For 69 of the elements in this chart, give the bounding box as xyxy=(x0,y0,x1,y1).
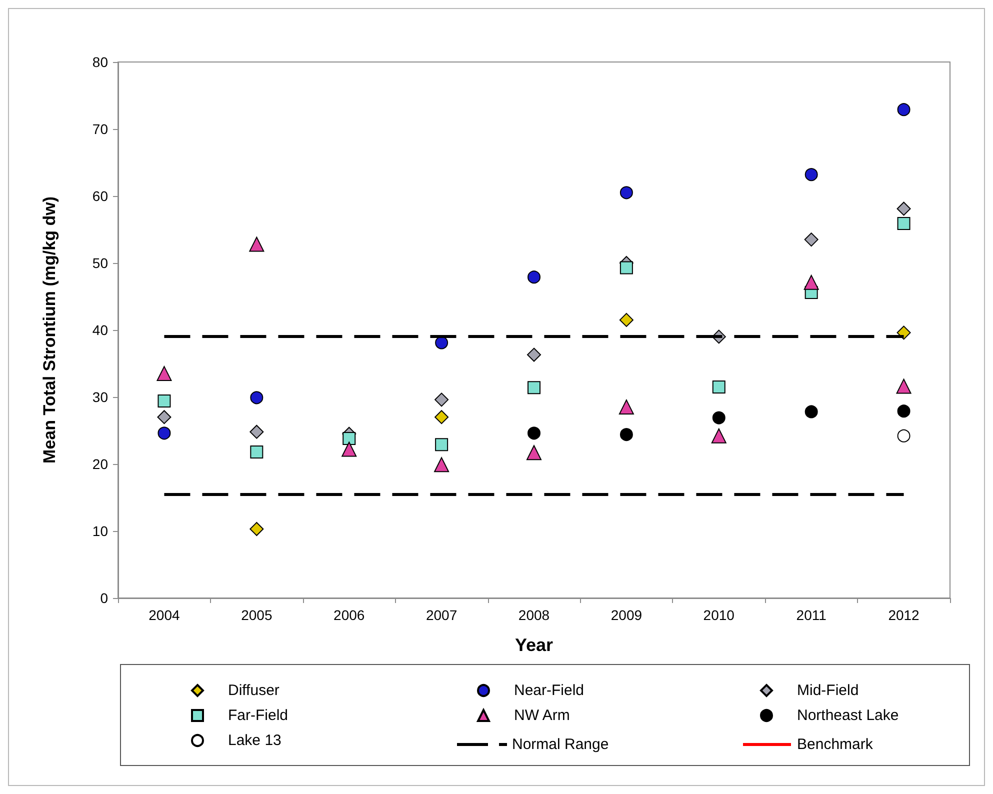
legend-label: Normal Range xyxy=(512,736,609,753)
point xyxy=(158,426,171,440)
point xyxy=(897,404,910,418)
point xyxy=(526,445,542,460)
x-tick-label: 2010 xyxy=(703,607,735,623)
x-tick-label: 2012 xyxy=(888,607,920,623)
point xyxy=(157,410,172,424)
point xyxy=(250,445,264,458)
point xyxy=(342,442,357,457)
x-tick-label: 2009 xyxy=(610,607,642,623)
point xyxy=(897,103,910,116)
y-tick-label: 20 xyxy=(92,456,108,472)
y-axis-title: Mean Total Strontium (mg/kg dw) xyxy=(40,196,59,464)
x-axis-title: Year xyxy=(514,635,554,655)
point xyxy=(434,392,449,407)
point xyxy=(711,428,726,444)
point xyxy=(620,186,633,200)
point xyxy=(528,381,540,394)
point xyxy=(804,274,819,290)
x-tick-label: 2004 xyxy=(148,607,180,623)
y-tick-label: 40 xyxy=(92,322,108,338)
legend-label: Mid-Field xyxy=(797,682,859,699)
point xyxy=(897,429,910,442)
legend-label: Lake 13 xyxy=(228,732,282,749)
legend-label: Northeast Lake xyxy=(797,707,899,724)
y-tick-label: 10 xyxy=(92,523,108,539)
legend-label: Near-Field xyxy=(514,682,584,699)
legend-label: Diffuser xyxy=(228,682,280,699)
y-tick-label: 0 xyxy=(100,590,108,606)
point xyxy=(618,400,634,415)
point xyxy=(804,232,818,247)
point xyxy=(712,380,726,394)
y-tick-label: 80 xyxy=(92,54,108,70)
point xyxy=(620,428,633,442)
point xyxy=(528,270,540,284)
point xyxy=(527,348,541,362)
point xyxy=(619,312,634,327)
y-tick-label: 30 xyxy=(92,389,108,405)
point xyxy=(156,366,172,382)
point xyxy=(434,457,450,472)
y-tick-label: 60 xyxy=(92,188,108,204)
point xyxy=(897,216,910,230)
point xyxy=(896,326,911,340)
x-tick-label: 2007 xyxy=(426,607,458,623)
point xyxy=(249,236,264,252)
legend-label: Benchmark xyxy=(797,736,874,753)
point xyxy=(896,202,911,216)
point xyxy=(712,411,726,424)
point xyxy=(804,405,818,418)
point xyxy=(250,522,264,536)
y-tick-label: 70 xyxy=(92,121,108,137)
legend-label: Far-Field xyxy=(228,707,288,724)
point xyxy=(434,410,449,424)
y-tick-label: 50 xyxy=(92,255,108,271)
point xyxy=(250,391,264,404)
legend-label: NW Arm xyxy=(514,707,570,724)
point xyxy=(528,426,540,440)
point xyxy=(250,424,264,439)
point xyxy=(158,394,171,408)
point xyxy=(342,432,356,446)
point xyxy=(620,261,633,274)
x-tick-label: 2008 xyxy=(518,607,550,623)
point xyxy=(804,168,818,182)
point xyxy=(435,438,448,452)
x-tick-label: 2006 xyxy=(334,607,365,623)
x-tick-label: 2005 xyxy=(241,607,272,623)
x-tick-label: 2011 xyxy=(796,607,827,623)
point xyxy=(435,336,448,350)
point xyxy=(896,378,912,394)
